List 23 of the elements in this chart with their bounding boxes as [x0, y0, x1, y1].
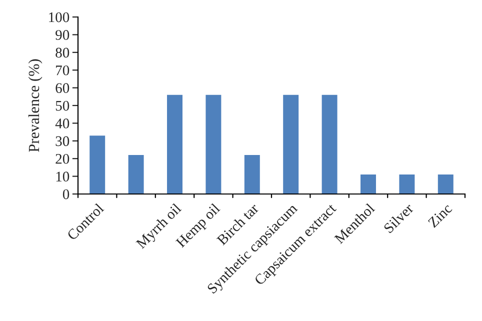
- bar: [360, 174, 376, 194]
- bar: [206, 94, 222, 194]
- bar: [167, 94, 182, 194]
- bar: [244, 155, 260, 194]
- bar: [322, 94, 338, 194]
- bar: [283, 94, 299, 194]
- y-tick-label: 20: [56, 154, 70, 164]
- bar: [438, 174, 454, 194]
- y-tick-label: 60: [56, 83, 70, 94]
- y-tick-label: 50: [56, 100, 70, 111]
- y-axis-title: Prevalence (%): [28, 59, 42, 152]
- bar: [128, 155, 144, 194]
- y-tick-label: 70: [56, 65, 70, 76]
- y-tick-label: 80: [56, 48, 70, 58]
- y-tick-label: 90: [56, 30, 70, 40]
- y-tick-label: 10: [56, 172, 70, 182]
- x-tick-label: Zinc: [428, 202, 453, 228]
- y-tick-label: 0: [62, 189, 70, 200]
- bar: [399, 174, 415, 194]
- y-tick-label: 30: [56, 136, 70, 146]
- y-tick-label: 100: [49, 12, 70, 22]
- y-tick-label: 40: [55, 118, 70, 128]
- bar: [90, 136, 106, 194]
